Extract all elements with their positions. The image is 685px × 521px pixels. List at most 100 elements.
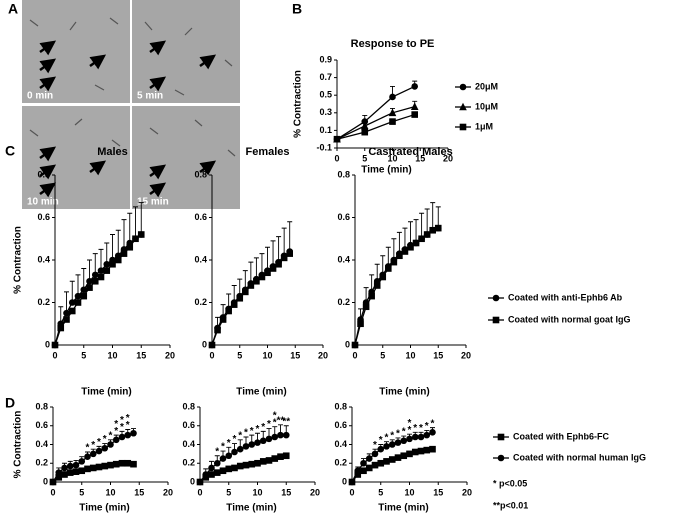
point <box>61 471 68 478</box>
panel-label: C <box>5 143 15 159</box>
point <box>377 445 385 453</box>
x-tick-label: 5 <box>362 153 367 163</box>
point <box>74 299 82 306</box>
x-tick-label: 10 <box>404 487 414 497</box>
x-tick-label: 10 <box>387 153 397 163</box>
legend-label: Coated with normal goat IgG <box>508 314 631 324</box>
point <box>107 441 114 448</box>
point <box>97 267 105 274</box>
y-tick-label: 0 <box>190 476 195 486</box>
error-bar <box>64 291 69 314</box>
point <box>219 316 227 323</box>
x-tick-label: 20 <box>443 153 453 163</box>
point <box>91 271 99 279</box>
point <box>417 447 425 455</box>
error-bar <box>276 236 282 263</box>
y-tick-label: 0.1 <box>319 125 332 135</box>
y-tick-label: 0.5 <box>319 90 332 100</box>
x-axis-label: Time (min) <box>81 387 131 398</box>
point <box>377 459 385 467</box>
image-label: 5 min <box>137 91 163 102</box>
point <box>389 118 396 125</box>
point <box>253 277 260 285</box>
error-bar <box>127 212 133 243</box>
point <box>51 341 59 349</box>
point <box>379 273 387 281</box>
point <box>265 457 273 464</box>
point <box>254 459 261 467</box>
point <box>231 448 238 456</box>
point <box>368 292 375 300</box>
point <box>354 471 362 478</box>
legend-label: 10μM <box>475 101 498 111</box>
series-line <box>354 227 439 346</box>
point <box>365 455 373 462</box>
image-label: 10 min <box>27 197 59 208</box>
error-bar <box>110 234 115 260</box>
x-tick-label: 15 <box>290 350 300 360</box>
micrograph <box>22 0 130 103</box>
chart-title: Males <box>97 146 128 158</box>
x-tick-label: 20 <box>462 487 472 497</box>
point <box>236 445 244 453</box>
significance-mark: * <box>114 426 118 437</box>
point <box>118 459 126 467</box>
note: * p<0.05 <box>493 478 527 488</box>
significance-mark: * <box>103 434 107 445</box>
point <box>126 243 134 251</box>
error-bar <box>430 202 436 231</box>
image-label: 15 min <box>137 197 169 208</box>
point <box>86 284 93 291</box>
point <box>86 277 93 285</box>
legend-marker <box>492 294 500 302</box>
y-tick-label: 0.6 <box>37 212 50 222</box>
y-tick-label: 0.2 <box>194 297 207 307</box>
point <box>396 252 403 260</box>
point <box>388 456 396 463</box>
point <box>277 453 284 460</box>
point <box>423 446 431 454</box>
point <box>72 461 80 469</box>
error-bar <box>253 257 259 280</box>
x-tick-label: 10 <box>252 487 262 497</box>
point <box>66 469 74 476</box>
chart-title: Females <box>245 146 289 158</box>
error-bar <box>270 240 276 267</box>
point <box>130 460 137 468</box>
point <box>282 431 290 439</box>
point <box>80 292 88 300</box>
y-tick-label: 0.4 <box>37 254 50 264</box>
legend-marker <box>459 123 467 131</box>
point <box>411 448 419 456</box>
error-bar <box>138 202 144 235</box>
point <box>362 303 370 311</box>
significance-mark: * <box>238 430 242 441</box>
point <box>101 444 109 452</box>
y-tick-label: 0.4 <box>334 439 347 449</box>
y-tick-label: 0.2 <box>182 458 195 468</box>
point <box>423 431 431 439</box>
point <box>213 459 221 467</box>
note: **p<0.01 <box>493 500 528 510</box>
point <box>365 464 373 472</box>
y-tick-label: 0.2 <box>37 297 50 307</box>
point <box>124 431 132 439</box>
legend-marker <box>497 433 505 441</box>
x-tick-label: 10 <box>107 350 117 360</box>
y-tick-label: 0 <box>202 339 207 349</box>
y-axis-label: % Contraction <box>293 70 304 138</box>
y-tick-label: 0.6 <box>334 420 347 430</box>
x-tick-label: 20 <box>163 487 173 497</box>
y-tick-label: 0.4 <box>337 254 350 264</box>
x-tick-label: 0 <box>349 487 354 497</box>
error-bar <box>424 208 430 235</box>
x-tick-label: 10 <box>262 350 272 360</box>
point <box>410 102 419 110</box>
x-tick-label: 5 <box>380 350 385 360</box>
y-tick-label: 0.2 <box>337 297 350 307</box>
point <box>95 463 103 471</box>
x-tick-label: 20 <box>318 350 328 360</box>
panel-label: B <box>292 1 302 17</box>
series-line <box>336 106 415 140</box>
